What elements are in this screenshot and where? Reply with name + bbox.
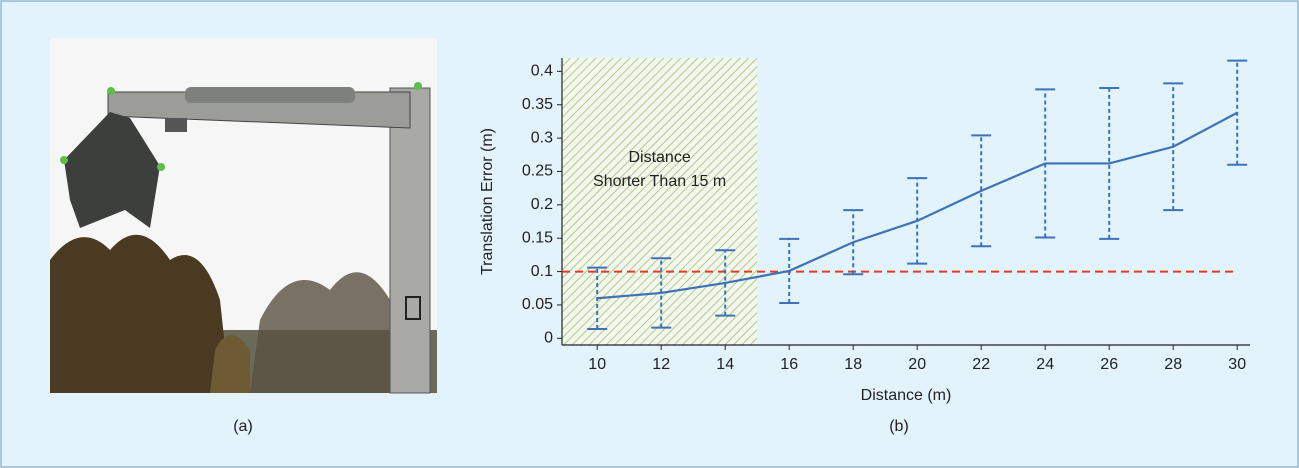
y-tick-label: 0.15 [522,229,553,246]
y-tick-label: 0.05 [522,296,553,313]
annotation: Shorter Than 15 m [593,173,726,190]
caption: (a) [233,418,253,435]
caption: (b) [889,418,909,435]
y-tick-label: 0.3 [531,129,553,146]
x-tick-label: 20 [908,356,926,373]
x-tick-label: 28 [1164,356,1182,373]
x-axis-label: Distance (m) [861,387,952,404]
photo [50,38,437,394]
y-tick-label: 0 [544,330,553,347]
y-tick-label: 0.35 [522,96,553,113]
x-tick-label: 12 [652,356,670,373]
shaded-region [562,58,758,345]
y-tick-label: 0.4 [531,63,553,80]
x-tick-label: 30 [1228,356,1246,373]
x-tick-label: 14 [716,356,734,373]
x-tick-label: 26 [1100,356,1118,373]
x-tick-label: 18 [844,356,862,373]
y-axis-label: Translation Error (m) [479,128,496,275]
y-tick-label: 0.25 [522,163,553,180]
y-tick-label: 0.2 [531,196,553,213]
annotation: Distance [628,149,690,166]
data-line [597,111,1238,300]
x-tick-label: 24 [1036,356,1054,373]
y-tick-label: 0.1 [531,263,553,280]
x-tick-label: 10 [588,356,606,373]
x-tick-label: 16 [780,356,798,373]
x-tick-label: 22 [972,356,990,373]
